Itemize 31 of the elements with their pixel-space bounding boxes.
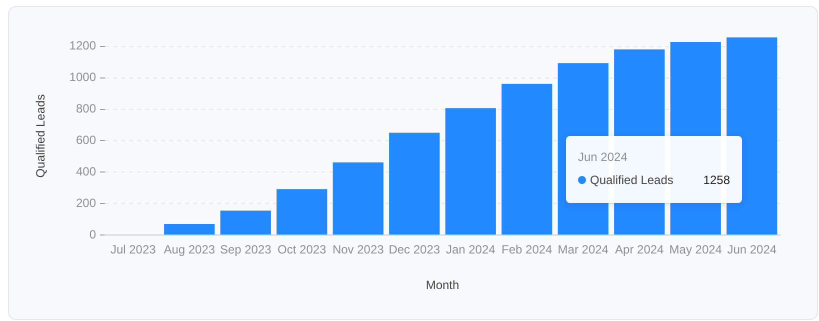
y-tick-label: 1200 bbox=[69, 38, 96, 53]
bar bbox=[164, 224, 215, 234]
y-tick-label: 600 bbox=[76, 133, 96, 148]
x-tick-label: Jul 2023 bbox=[110, 242, 156, 257]
bar bbox=[220, 210, 271, 234]
annotation: Jun 2024 bbox=[578, 150, 628, 164]
bar bbox=[502, 84, 552, 234]
y-tick-label: 800 bbox=[76, 102, 96, 116]
y-tick-label: 200 bbox=[76, 196, 96, 210]
x-tick-label: Feb 2024 bbox=[502, 242, 553, 257]
y-tick-label: 400 bbox=[76, 164, 96, 178]
x-tick-label: Jan 2024 bbox=[446, 242, 496, 257]
annotation: 1258 bbox=[703, 173, 730, 187]
x-tick-label: Sep 2023 bbox=[220, 242, 272, 257]
x-tick-label: May 2024 bbox=[669, 242, 722, 257]
y-tick-label: 1000 bbox=[69, 70, 96, 84]
bar bbox=[445, 108, 496, 234]
x-tick-label: Aug 2023 bbox=[164, 242, 216, 257]
x-tick-label: Jun 2024 bbox=[727, 242, 777, 257]
y-tick-label: 0 bbox=[89, 227, 96, 242]
x-tick-label: Apr 2024 bbox=[615, 242, 664, 257]
x-axis-title: Month bbox=[426, 278, 460, 292]
bar bbox=[332, 162, 384, 234]
y-axis-title: Qualified Leads bbox=[34, 94, 48, 178]
x-tick-label: Dec 2023 bbox=[388, 242, 440, 257]
x-tick-label: Nov 2023 bbox=[332, 242, 384, 257]
bar bbox=[276, 189, 328, 234]
x-tick-label: Oct 2023 bbox=[278, 242, 327, 257]
x-tick-label: Mar 2024 bbox=[558, 242, 609, 257]
bar bbox=[389, 132, 440, 234]
legend-label: Qualified Leads bbox=[590, 173, 674, 187]
